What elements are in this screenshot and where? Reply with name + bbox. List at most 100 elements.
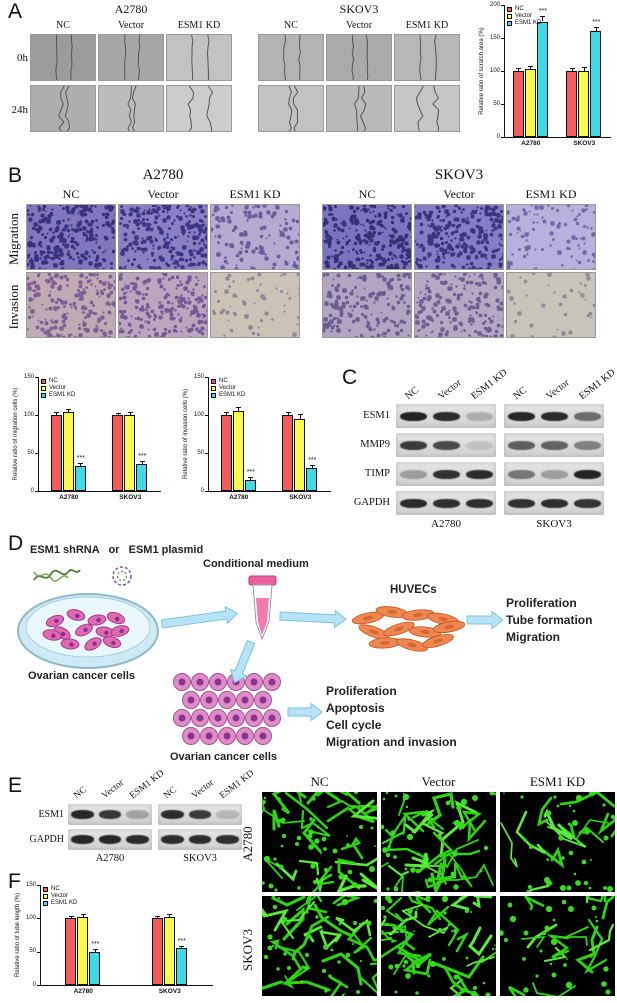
bar xyxy=(77,917,89,985)
error-bar-cap xyxy=(540,16,546,18)
lane-label: NC xyxy=(162,785,179,802)
y-tick xyxy=(501,38,504,39)
legend-label: Vector xyxy=(51,893,69,899)
error-bar-cap xyxy=(115,412,121,414)
tube-formation-micrograph xyxy=(381,896,496,996)
y-tick-label: 100 xyxy=(23,411,34,418)
legend-label: ESM1 KD xyxy=(49,392,76,398)
error-bar-cap xyxy=(309,465,315,467)
significance-label: *** xyxy=(308,457,317,465)
tube-formation-grid: NC Vector ESM1 KD A2780 SKOV3 xyxy=(238,774,617,1003)
blot-box xyxy=(396,491,496,515)
blot-box xyxy=(504,491,604,515)
blot-band xyxy=(399,469,427,479)
panel-a-col-esm1kd-1: ESM1 KD xyxy=(177,20,221,31)
blot-band xyxy=(573,469,601,479)
blot-band xyxy=(126,810,150,819)
y-tick-label: 0 xyxy=(200,487,204,494)
error-bar-cap xyxy=(593,26,599,28)
lane-label: NC xyxy=(403,384,421,402)
error-bar-cap xyxy=(236,407,242,409)
cell-dots xyxy=(415,273,416,274)
y-tick xyxy=(501,71,504,72)
blot-band xyxy=(188,835,212,844)
bar xyxy=(74,465,86,491)
significance-label: *** xyxy=(592,18,601,26)
y-tick-label: 150 xyxy=(25,881,36,888)
error-bar xyxy=(571,67,573,71)
y-axis-label: Relative ratio of invasion cells (%) xyxy=(183,388,189,480)
bar xyxy=(65,918,77,985)
scratch-micrograph xyxy=(394,34,460,81)
lane-label: NC xyxy=(511,384,529,402)
legend-swatch xyxy=(43,894,48,899)
error-bar-cap xyxy=(80,914,86,916)
tube-formation-micrograph xyxy=(500,792,615,892)
scratch-micrograph xyxy=(394,85,460,132)
bar xyxy=(524,69,536,137)
legend-label: Vector xyxy=(219,385,237,391)
scratch-micrograph xyxy=(258,85,324,132)
bar xyxy=(232,411,244,491)
panel-c-label: C xyxy=(342,366,358,389)
migration-cells-chart: 0 50 100 150 Relative ratio of migration cel… xyxy=(12,374,164,506)
error-bar xyxy=(226,412,228,415)
y-tick-label: 50 xyxy=(27,449,34,456)
lane-label: Vector xyxy=(190,778,216,802)
tube-formation-micrograph xyxy=(500,896,615,996)
y-axis-label: Relative ratio of tube length (%) xyxy=(15,892,21,978)
cancer-outcome-proliferation: Proliferation xyxy=(326,684,397,698)
error-bar-cap xyxy=(248,477,254,479)
y-tick-label: 150 xyxy=(193,373,204,380)
y-tick xyxy=(37,985,40,986)
significance-label: *** xyxy=(91,941,100,948)
error-bar xyxy=(311,465,313,469)
scratch-micrograph xyxy=(166,34,232,81)
error-bar xyxy=(530,65,532,69)
error-bar xyxy=(56,412,58,415)
blot-band xyxy=(399,411,427,421)
ovarian-cancer-cells-label-1: Ovarian cancer cells xyxy=(28,670,136,682)
panel-a-row-24h: 24h xyxy=(11,104,29,116)
error-bar-cap xyxy=(179,945,185,947)
x-category-label: SKOV3 xyxy=(158,988,181,995)
transwell-micrograph xyxy=(26,272,116,338)
tube-col-esm1kd: ESM1 KD xyxy=(529,774,586,789)
blot-band xyxy=(465,440,493,450)
tube-formation-micrograph xyxy=(262,792,377,892)
blot-box xyxy=(68,829,152,850)
blot-band xyxy=(216,835,240,844)
cancer-outcome-apoptosis: Apoptosis xyxy=(326,701,385,715)
legend-label: NC xyxy=(51,886,60,892)
blot-group-label: SKOV3 xyxy=(183,853,217,864)
bar xyxy=(282,415,294,491)
legend-swatch xyxy=(41,379,46,384)
panel-a-col-esm1kd-2: ESM1 KD xyxy=(405,20,449,31)
bar xyxy=(175,948,187,985)
y-axis-label: Relative ratio of migration cells (%) xyxy=(13,387,19,481)
y-axis xyxy=(208,377,209,491)
y-tick xyxy=(501,5,504,6)
error-bar-cap xyxy=(285,412,291,413)
transwell-micrograph xyxy=(506,272,596,338)
y-tick-label: 100 xyxy=(25,914,36,921)
transwell-micrograph xyxy=(118,272,208,338)
blot-group-label: SKOV3 xyxy=(536,518,572,530)
blot-band xyxy=(160,835,184,844)
error-bar xyxy=(169,914,171,917)
panel-b-group-skov3: SKOV3 xyxy=(434,167,484,183)
y-tick-label: 0 xyxy=(496,133,500,140)
error-bar-cap xyxy=(78,462,84,464)
scratch-micrograph xyxy=(258,34,324,81)
y-axis-label: Relative ratio of scratch area (%) xyxy=(479,27,485,115)
blot-group-label: A2780 xyxy=(95,853,125,864)
error-bar xyxy=(299,414,301,419)
transwell-micrograph xyxy=(26,204,116,270)
panel-b-col-nc-1: NC xyxy=(62,187,80,201)
scratch-micrograph xyxy=(98,34,164,81)
blot-band xyxy=(399,440,427,450)
legend-swatch xyxy=(41,393,46,398)
legend-swatch xyxy=(211,379,216,384)
bar xyxy=(244,479,256,491)
legend-swatch xyxy=(507,21,512,26)
